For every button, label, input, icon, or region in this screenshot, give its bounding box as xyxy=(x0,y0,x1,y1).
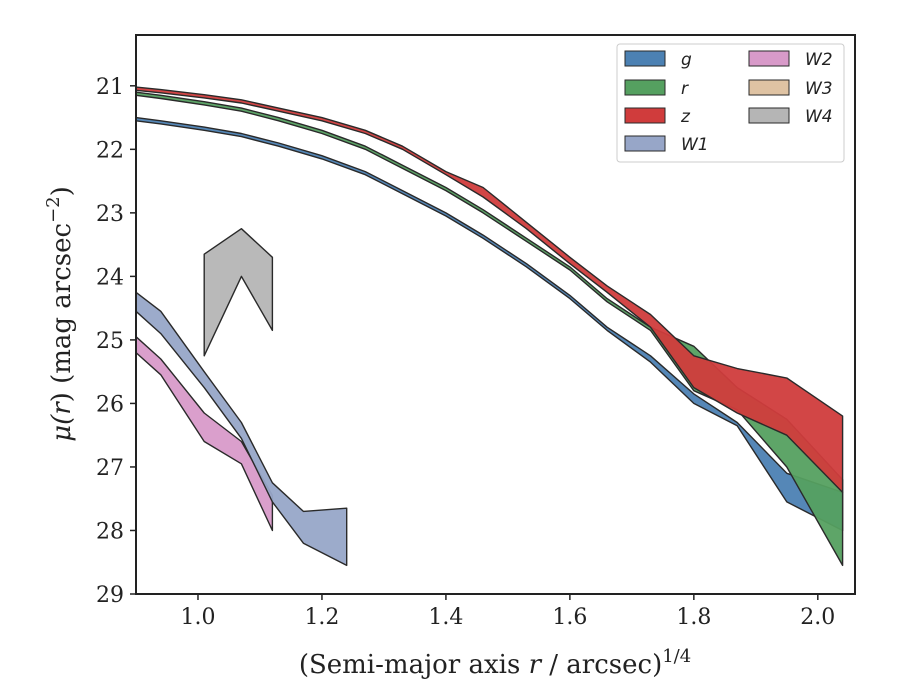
plot-frame xyxy=(135,34,856,595)
legend-label-g: g xyxy=(681,50,692,70)
profile-bands xyxy=(135,86,844,567)
band-r xyxy=(135,91,844,567)
band-g xyxy=(135,116,844,532)
y-axis-title: μ(r) (mag arcsec−2) xyxy=(43,186,77,442)
legend-swatch-w2 xyxy=(748,50,790,67)
band-w1 xyxy=(135,291,348,567)
legend-entries: grz W1 W2 W3 W4 xyxy=(624,50,833,155)
x-tick-label: 1.4 xyxy=(428,605,463,630)
y-tick-label: 23 xyxy=(96,202,124,227)
band-w4 xyxy=(203,227,274,357)
x-tick-label: 2.0 xyxy=(800,605,835,630)
legend-label-w2: W2 xyxy=(805,50,833,70)
y-tick-label: 25 xyxy=(96,329,124,354)
y-tick-label: 24 xyxy=(96,265,124,290)
x-tick-label: 1.2 xyxy=(304,605,339,630)
x-tick-label: 1.0 xyxy=(180,605,215,630)
x-tick-label: 1.8 xyxy=(676,605,711,630)
legend-swatch-w1 xyxy=(624,135,666,152)
band-z xyxy=(135,86,844,494)
x-tick-label: 1.6 xyxy=(552,605,587,630)
legend-swatch-w4 xyxy=(748,107,790,124)
x-axis-ticks: 1.0 1.2 1.4 1.6 1.8 2.0 xyxy=(180,594,835,630)
legend-swatch-z xyxy=(624,107,666,124)
y-tick-label: 27 xyxy=(96,456,124,481)
y-tick-label: 22 xyxy=(96,138,124,163)
y-tick-label: 26 xyxy=(96,392,124,417)
x-axis-title: (Semi-major axis r / arcsec)1/4 xyxy=(299,646,691,680)
band-w2 xyxy=(135,336,274,532)
y-tick-label: 28 xyxy=(96,519,124,544)
legend-swatch-w3 xyxy=(748,79,790,96)
legend-frame xyxy=(616,43,845,163)
legend: grz W1 W2 W3 W4 xyxy=(616,43,845,163)
y-axis-ticks: 21 22 23 24 25 26 27 28 29 xyxy=(96,75,136,608)
legend-swatch-r xyxy=(624,79,666,96)
y-tick-label: 29 xyxy=(96,583,124,608)
legend-label-r: r xyxy=(681,79,689,99)
legend-label-w4: W4 xyxy=(805,107,833,127)
legend-label-z: z xyxy=(680,107,691,127)
legend-label-w3: W3 xyxy=(805,79,833,99)
legend-label-w1: W1 xyxy=(681,135,709,155)
legend-swatch-g xyxy=(624,50,666,67)
y-tick-label: 21 xyxy=(96,75,124,100)
